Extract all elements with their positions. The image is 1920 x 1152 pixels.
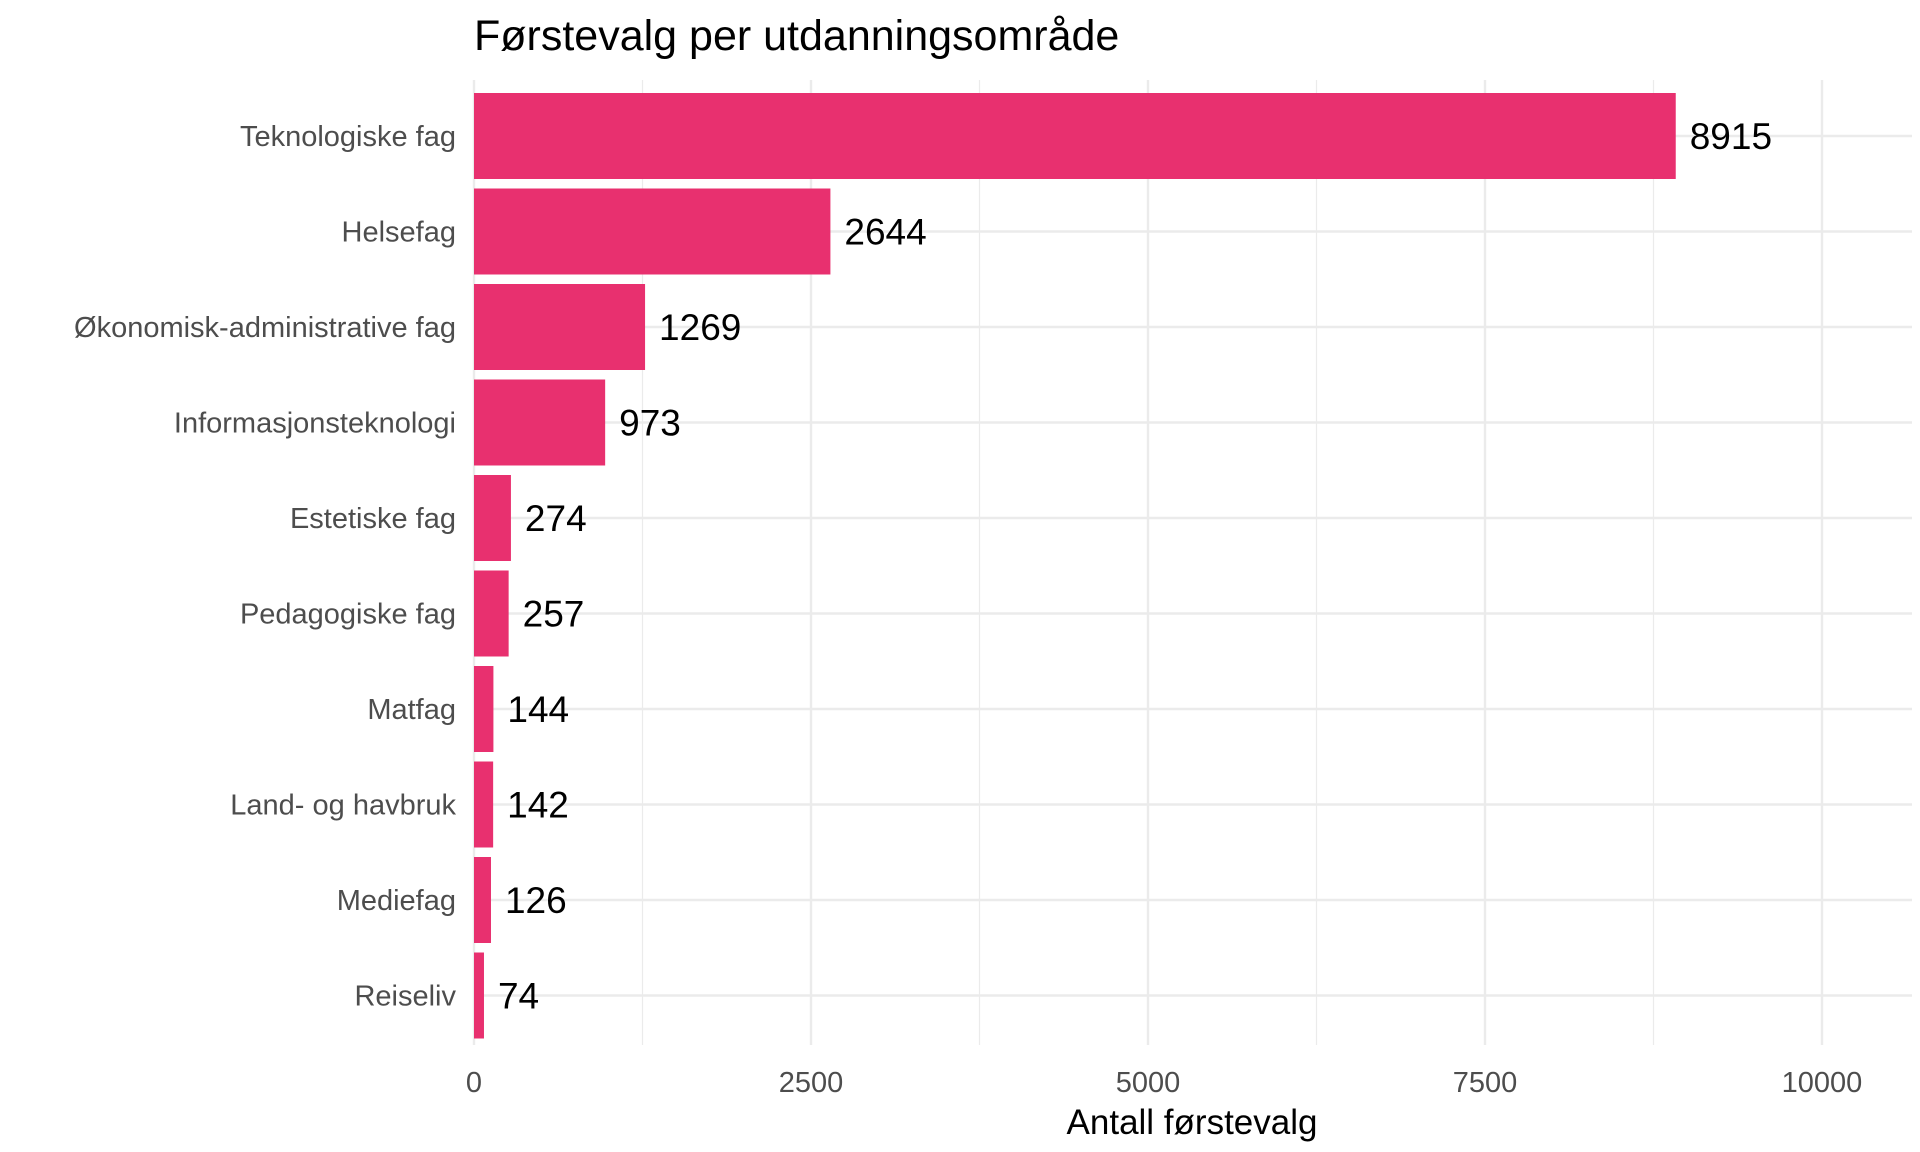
category-label: Matfag bbox=[367, 694, 456, 726]
x-tick-label: 5000 bbox=[1116, 1067, 1181, 1099]
value-label: 126 bbox=[505, 880, 567, 921]
bar bbox=[474, 857, 491, 943]
chart-title: Førstevalg per utdanningsområde bbox=[474, 12, 1119, 60]
bar bbox=[474, 188, 831, 275]
value-label: 8915 bbox=[1690, 116, 1772, 157]
bar bbox=[474, 93, 1676, 179]
value-labels: 8915 2644 1269 973 274 257 144 142 126 74 bbox=[498, 116, 1772, 1017]
bar bbox=[474, 761, 494, 848]
x-axis-title: Antall førstevalg bbox=[1067, 1103, 1318, 1142]
value-label: 144 bbox=[507, 689, 569, 730]
value-label: 257 bbox=[523, 594, 585, 635]
category-label: Mediefag bbox=[337, 885, 456, 917]
value-label: 1269 bbox=[659, 307, 741, 348]
bar bbox=[474, 475, 511, 561]
value-label: 142 bbox=[507, 785, 569, 826]
category-label: Økonomisk-administrative fag bbox=[74, 312, 456, 344]
value-label: 2644 bbox=[844, 212, 926, 253]
category-label: Land- og havbruk bbox=[230, 790, 456, 822]
x-tick-label: 10000 bbox=[1782, 1067, 1863, 1099]
bar bbox=[474, 379, 606, 466]
category-label: Pedagogiske fag bbox=[240, 599, 456, 631]
category-label: Helsefag bbox=[342, 217, 456, 249]
bar bbox=[474, 284, 646, 370]
bar bbox=[474, 570, 509, 657]
x-tick-labels: 0 2500 5000 7500 10000 bbox=[466, 1067, 1862, 1099]
value-label: 274 bbox=[525, 498, 587, 539]
category-label: Teknologiske fag bbox=[240, 121, 456, 153]
category-labels: Teknologiske fag Helsefag Økonomisk-admini… bbox=[74, 121, 456, 1013]
bars bbox=[474, 93, 1676, 1039]
category-label: Informasjonsteknologi bbox=[174, 408, 456, 440]
category-label: Reiseliv bbox=[354, 981, 456, 1013]
category-label: Estetiske fag bbox=[290, 503, 456, 535]
bar bbox=[474, 952, 484, 1039]
x-tick-label: 2500 bbox=[779, 1067, 844, 1099]
x-tick-label: 7500 bbox=[1453, 1067, 1518, 1099]
x-tick-label: 0 bbox=[466, 1067, 482, 1099]
value-label: 973 bbox=[619, 403, 681, 444]
bar bbox=[474, 666, 494, 752]
value-label: 74 bbox=[498, 976, 539, 1017]
